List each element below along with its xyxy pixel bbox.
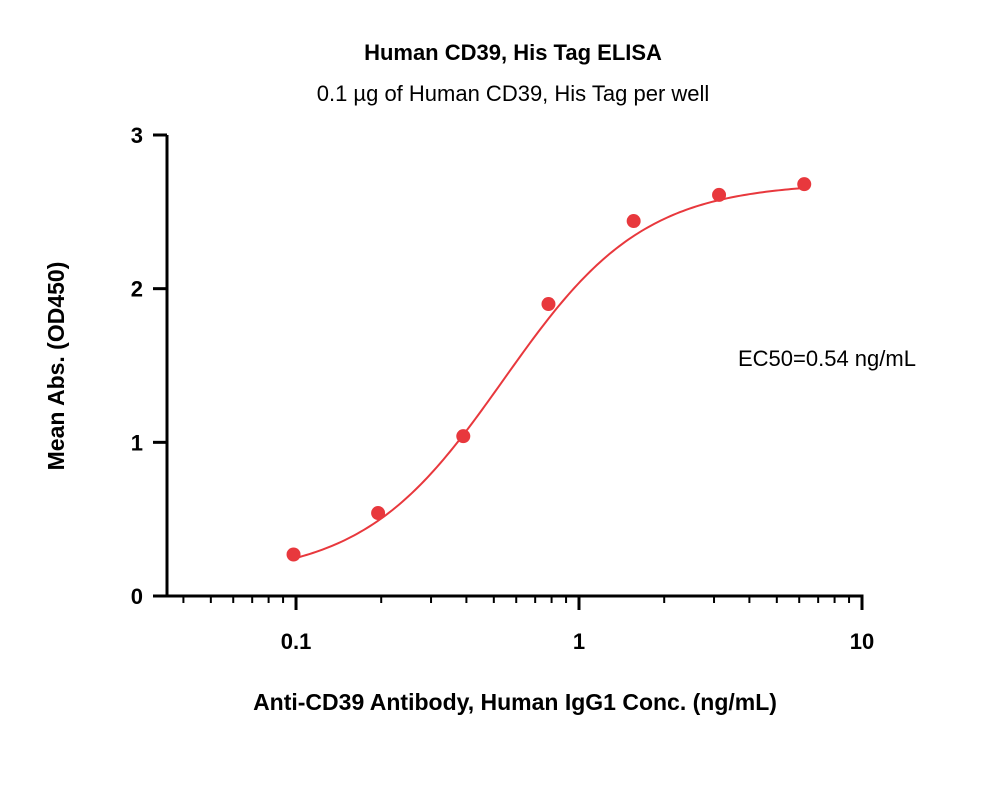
y-tick-label: 3 xyxy=(131,123,143,148)
data-points xyxy=(286,177,812,562)
chart-title: Human CD39, His Tag ELISA xyxy=(364,40,662,65)
y-tick-label: 2 xyxy=(131,277,143,302)
data-point xyxy=(456,429,471,444)
data-point xyxy=(541,297,556,312)
fit-curve-group xyxy=(293,187,805,560)
ec50-annotation: EC50=0.54 ng/mL xyxy=(738,346,916,371)
data-point xyxy=(626,214,641,229)
tick-labels: 0 1 2 3 0.1 1 10 xyxy=(131,123,874,654)
chart-subtitle: 0.1 µg of Human CD39, His Tag per well xyxy=(317,81,710,106)
y-tick-label: 1 xyxy=(131,430,143,455)
y-axis-label: Mean Abs. (OD450) xyxy=(43,262,69,471)
x-tick-label: 10 xyxy=(850,629,874,654)
data-point xyxy=(712,187,727,202)
x-tick-label: 1 xyxy=(573,629,585,654)
data-point xyxy=(371,506,386,521)
axes xyxy=(153,133,864,610)
x-axis-label: Anti-CD39 Antibody, Human IgG1 Conc. (ng… xyxy=(253,689,777,715)
y-tick-label: 0 xyxy=(131,584,143,609)
fit-curve xyxy=(293,187,805,560)
data-point xyxy=(286,547,301,562)
data-point xyxy=(797,177,812,192)
x-tick-label: 0.1 xyxy=(281,629,312,654)
